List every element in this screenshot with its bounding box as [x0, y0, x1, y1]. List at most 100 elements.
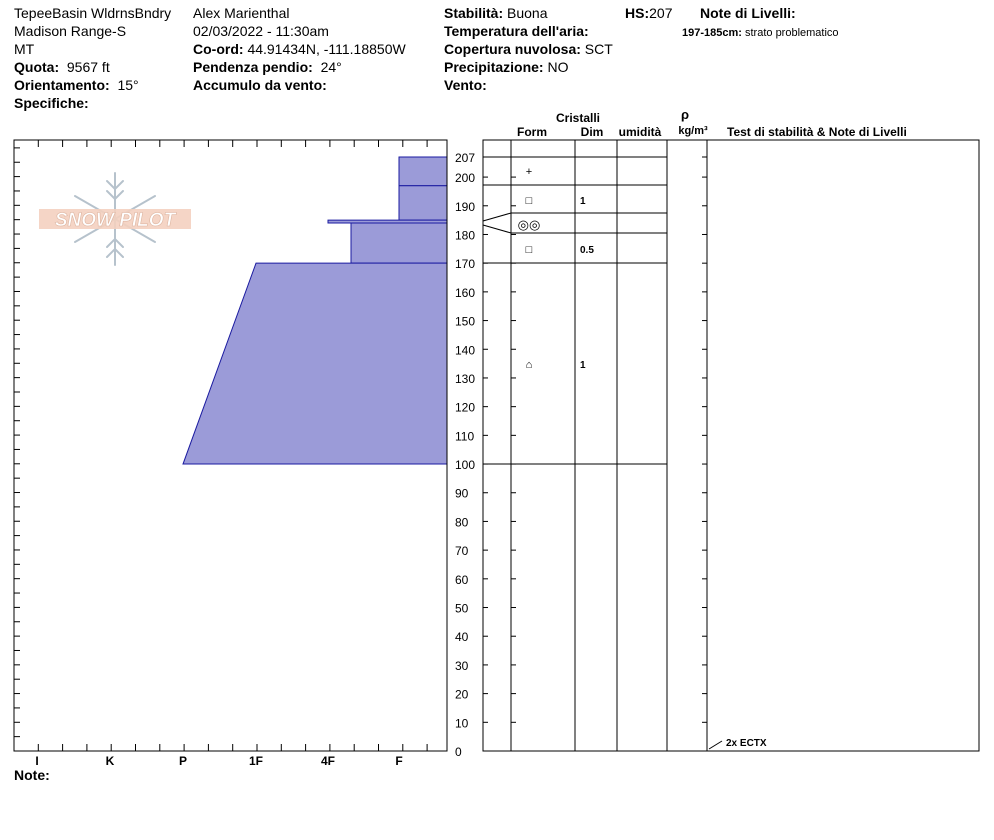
depth-tick-label: 10 — [455, 716, 469, 730]
layer-form: ◎◎ — [518, 217, 541, 232]
layer-form: + — [526, 166, 532, 178]
hardness-label: I — [35, 754, 38, 768]
cloud-value: SCT — [584, 41, 613, 57]
slope-value: 24° — [320, 59, 342, 75]
hardness-label: 4F — [321, 754, 335, 768]
elevation: Quota: 9567 ft — [14, 58, 110, 76]
datetime: 02/03/2022 - 11:30am — [193, 23, 329, 39]
depth-tick-label: 170 — [455, 257, 475, 271]
coord-label: Co-ord: — [193, 41, 244, 57]
stability-tests: 2x ECTX — [708, 738, 767, 750]
table-column-lines — [510, 140, 708, 751]
coord-value: 44.91434N, -111.18850W — [247, 41, 406, 57]
location-line2: Madison Range-S — [14, 23, 127, 39]
hardness-layer-1 — [398, 185, 448, 221]
hardness-label: 1F — [249, 754, 263, 768]
layer-size: 1 — [580, 196, 586, 207]
precipitation: Precipitazione: NO — [444, 58, 568, 76]
elevation-label: Quota: — [14, 59, 60, 75]
hardness-label: P — [179, 754, 187, 768]
hs-value: 207 — [649, 5, 673, 21]
depth-tick-label: 200 — [455, 171, 475, 185]
slope-label: Pendenza pendio: — [193, 59, 313, 75]
moisture-header: umidità — [619, 125, 662, 139]
aspect-value: 15° — [117, 77, 139, 93]
depth-tick-label: 110 — [455, 429, 474, 443]
layer-boundaries — [482, 156, 667, 465]
form-header: Form — [517, 125, 547, 139]
test-label: 2x ECTX — [726, 738, 767, 749]
depth-tick-label: 90 — [455, 487, 469, 501]
snowpilot-logo: SNOW PILOT — [39, 172, 191, 266]
depth-tick-label: 50 — [455, 602, 469, 616]
layer-form: ⌂ — [526, 359, 533, 371]
layer-size: 0.5 — [580, 245, 594, 256]
depth-tick-label: 190 — [455, 200, 475, 214]
size-header: Dim — [581, 125, 604, 139]
depth-tick-label: 20 — [455, 688, 469, 702]
depth-axis: 2072001901801701601501401301201101009080… — [455, 151, 707, 759]
aspect: Orientamento: 15° — [14, 76, 139, 94]
stability: Stabilità: Buona — [444, 4, 548, 22]
wind-loading-label: Accumulo da vento: — [193, 77, 327, 93]
depth-tick-label: 207 — [455, 151, 475, 165]
depth-tick-label: 40 — [455, 630, 469, 644]
layer-connector — [482, 212, 512, 222]
specifics-label: Specifiche: — [14, 95, 89, 111]
layer-rows: + □ 1 ◎◎ □ 0.5 ⌂ 1 — [518, 166, 595, 371]
snow-height: HS:207 — [625, 4, 672, 22]
slope: Pendenza pendio: 24° — [193, 58, 342, 76]
cloud-label: Copertura nuvolosa: — [444, 41, 581, 57]
hardness-layer-0 — [398, 156, 448, 187]
tests-header: Test di stabilità & Note di Livelli — [727, 125, 907, 139]
depth-tick-label: 70 — [455, 544, 469, 558]
density-symbol-header: ρ — [681, 107, 689, 122]
wind-label: Vento: — [444, 77, 487, 93]
hardness-layer-4 — [182, 262, 448, 465]
precip-value: NO — [547, 59, 569, 75]
location-line3: MT — [14, 41, 35, 57]
layer-note-range: 197-185cm: — [682, 27, 742, 39]
stability-value: Buona — [507, 5, 548, 21]
hardness-label: K — [106, 754, 115, 768]
observer: Alex Marienthal — [193, 5, 290, 21]
hardness-profile — [182, 156, 448, 465]
hardness-axis-labels: I K P 1F 4F F — [35, 754, 402, 768]
coordinates: Co-ord: 44.91434N, -111.18850W — [193, 40, 406, 58]
depth-tick-label: 160 — [455, 286, 475, 300]
depth-tick-label: 0 — [455, 745, 462, 759]
aspect-label: Orientamento: — [14, 77, 110, 93]
notes-label: Note: — [14, 767, 50, 783]
depth-tick-label: 180 — [455, 228, 475, 242]
air-temp-label: Temperatura dell'aria: — [444, 23, 589, 39]
depth-tick-label: 80 — [455, 515, 469, 529]
hardness-axis-ticks — [13, 140, 428, 752]
layer-table-frame — [482, 139, 980, 752]
depth-tick-label: 120 — [455, 401, 475, 415]
depth-tick-label: 150 — [455, 315, 475, 329]
depth-tick-label: 140 — [455, 343, 475, 357]
stability-label: Stabilità: — [444, 5, 504, 21]
depth-tick-label: 100 — [455, 458, 475, 472]
precip-label: Precipitazione: — [444, 59, 544, 75]
hardness-label: F — [395, 754, 402, 768]
location-line1: TepeeBasin WldrnsBndry — [14, 5, 172, 21]
cloud-cover: Copertura nuvolosa: SCT — [444, 40, 613, 58]
layer-form: □ — [526, 244, 533, 256]
hs-label: HS: — [625, 5, 650, 21]
layer-connector — [482, 224, 512, 234]
hardness-plot-frame — [13, 139, 448, 752]
layer-note: 197-185cm: strato problematico — [682, 24, 839, 42]
depth-tick-label: 60 — [455, 573, 469, 587]
layer-notes-label: Note di Livelli: — [700, 5, 796, 21]
hardness-layer-3 — [350, 222, 448, 264]
logo-text: SNOW PILOT — [55, 210, 177, 231]
test-pointer — [708, 740, 723, 750]
depth-tick-label: 130 — [455, 372, 475, 386]
elevation-value: 9567 ft — [66, 59, 110, 75]
depth-tick-label: 30 — [455, 659, 469, 673]
layer-form: □ — [526, 195, 533, 207]
density-unit-header: kg/m³ — [678, 125, 708, 137]
crystals-header: Cristalli — [556, 111, 600, 125]
